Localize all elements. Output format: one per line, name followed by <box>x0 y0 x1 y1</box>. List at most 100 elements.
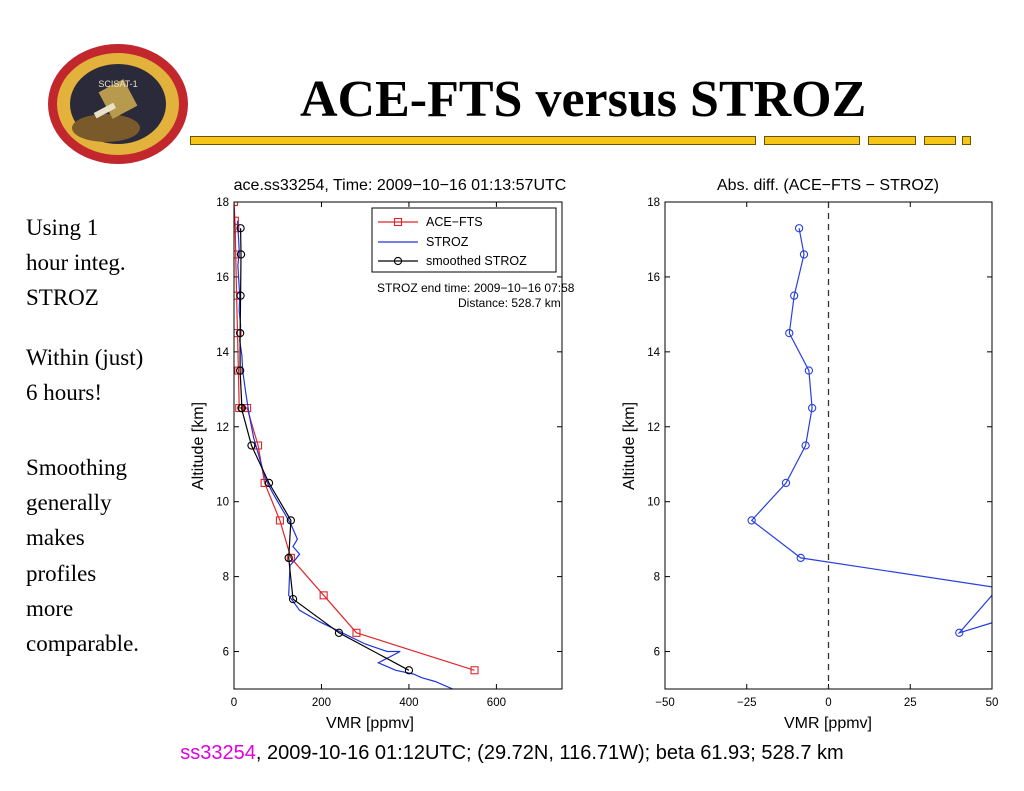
right-y-tick-label: 18 <box>647 197 660 209</box>
accent-bar <box>868 136 916 145</box>
left-y-tick-label: 16 <box>216 272 229 284</box>
side-note-line: Smoothing <box>26 455 127 480</box>
left-plot-frame <box>233 201 563 690</box>
annotation-end-time: STROZ end time: 2009−10−16 07:58 <box>377 281 575 295</box>
data-point-diff <box>995 584 1002 591</box>
data-point-smoothed <box>235 328 245 338</box>
side-note-line: profiles <box>26 560 97 586</box>
side-note-integration: Using 1 hour integ. STROZ <box>26 210 126 316</box>
data-point-diff <box>747 516 756 525</box>
series-line-stroz <box>236 220 453 689</box>
right-y-tick-label: 16 <box>647 272 660 284</box>
accent-bar <box>764 136 860 145</box>
footer-details: , 2009-10-16 01:12UTC; (29.72N, 116.71W)… <box>255 742 844 764</box>
left-x-tick-label: 600 <box>487 697 506 709</box>
accent-bar <box>924 136 956 145</box>
right-plot-frame <box>664 201 993 690</box>
side-note-line: Within (just) <box>26 345 144 370</box>
data-point-ace <box>319 591 328 600</box>
data-point-smoothed <box>235 366 245 375</box>
left-x-tick-label: 0 <box>231 697 237 709</box>
left-chart-title: ace.ss33254, Time: 2009−10−16 01:13:57UT… <box>234 177 567 194</box>
side-note-line: 6 hours! <box>26 380 103 406</box>
data-point-diff <box>799 250 809 259</box>
slide-title: ACE-FTS versus STROZ <box>300 71 867 128</box>
left-y-tick-label: 14 <box>216 347 229 359</box>
annotation-distance: Distance: 528.7 km <box>458 296 561 310</box>
data-point-diff <box>785 328 794 338</box>
legend-marker-smoothed <box>393 256 403 266</box>
right-y-tick-label: 12 <box>647 422 660 434</box>
right-y-tick-label: 14 <box>647 347 660 359</box>
side-note-line: STROZ <box>26 285 99 311</box>
data-point-smoothed <box>288 594 298 604</box>
legend-marker-ace <box>393 217 403 227</box>
side-note-line: generally <box>26 490 112 516</box>
left-x-axis-label: VMR [ppmv] <box>326 715 414 732</box>
right-x-tick-label: 25 <box>904 697 917 709</box>
data-point-smoothed <box>247 441 256 450</box>
right-y-axis-label: Altitude [km] <box>621 402 638 490</box>
data-point-diff <box>804 366 814 375</box>
accent-bar <box>962 136 971 145</box>
right-y-tick-label: 8 <box>654 572 660 584</box>
right-x-tick-label: −25 <box>737 697 757 709</box>
side-note-line: Using 1 <box>26 215 99 240</box>
side-note-smoothing: Smoothing generally makes profiles more … <box>26 450 139 661</box>
right-y-tick-label: 6 <box>654 647 660 659</box>
side-note-line: comparable. <box>26 630 140 656</box>
right-x-tick-label: 50 <box>986 697 999 709</box>
legend-label-stroz: STROZ <box>426 235 469 249</box>
data-point-diff <box>790 291 799 300</box>
legend-label-ace: ACE−FTS <box>426 215 483 229</box>
data-point-smoothed <box>236 224 245 233</box>
left-x-tick-label: 200 <box>312 697 331 709</box>
left-y-tick-label: 8 <box>223 572 229 584</box>
data-point-diff <box>955 628 964 637</box>
footer-caption: ss33254, 2009-10-16 01:12UTC; (29.72N, 1… <box>0 742 1024 765</box>
data-point-diff <box>794 224 804 233</box>
data-point-ace <box>470 666 479 675</box>
data-point-smoothed <box>264 478 274 488</box>
data-point-diff <box>808 403 817 413</box>
data-point-smoothed <box>334 628 344 637</box>
side-note-line: more <box>26 595 74 621</box>
logo-label: SCISAT-1 <box>98 79 137 89</box>
data-point-ace <box>234 224 240 233</box>
side-note-line: hour integ. <box>26 250 126 276</box>
data-point-smoothed <box>236 250 246 259</box>
right-x-tick-label: 0 <box>825 697 831 709</box>
legend: ACE−FTS STROZ smoothed STROZ <box>371 207 557 273</box>
data-point-smoothed <box>237 403 246 413</box>
right-x-axis-label: VMR [ppmv] <box>784 715 872 732</box>
footer-occultation-id: ss33254 <box>180 742 256 764</box>
data-point-diff <box>1005 614 1012 621</box>
left-y-tick-label: 10 <box>216 497 229 509</box>
data-point-smoothed <box>284 553 293 563</box>
left-y-tick-label: 12 <box>216 422 229 434</box>
data-point-diff <box>781 478 791 488</box>
series-line-diff <box>750 228 992 634</box>
left-x-tick-label: 400 <box>399 697 418 709</box>
accent-bar <box>190 136 756 145</box>
left-y-tick-label: 6 <box>223 647 229 659</box>
left-y-tick-label: 18 <box>216 197 229 209</box>
data-point-ace <box>234 329 242 338</box>
side-note-timing: Within (just) 6 hours! <box>26 340 143 410</box>
right-x-tick-label: −50 <box>655 697 675 709</box>
ace-mission-logo: SCISAT-1 <box>48 44 188 164</box>
data-point-ace <box>275 516 284 525</box>
data-point-smoothed <box>404 666 414 675</box>
data-point-smoothed <box>286 516 296 525</box>
series-line-smoothed <box>239 228 410 671</box>
data-point-ace <box>352 628 361 637</box>
data-point-diff <box>801 441 810 450</box>
legend-label-smoothed: smoothed STROZ <box>426 254 527 268</box>
right-chart-title: Abs. diff. (ACE−FTS − STROZ) <box>717 177 939 194</box>
left-y-axis-label: Altitude [km] <box>190 402 207 490</box>
side-note-line: makes <box>26 525 85 551</box>
right-y-tick-label: 10 <box>647 497 660 509</box>
data-point-diff <box>796 553 805 563</box>
data-point-smoothed <box>236 291 245 300</box>
